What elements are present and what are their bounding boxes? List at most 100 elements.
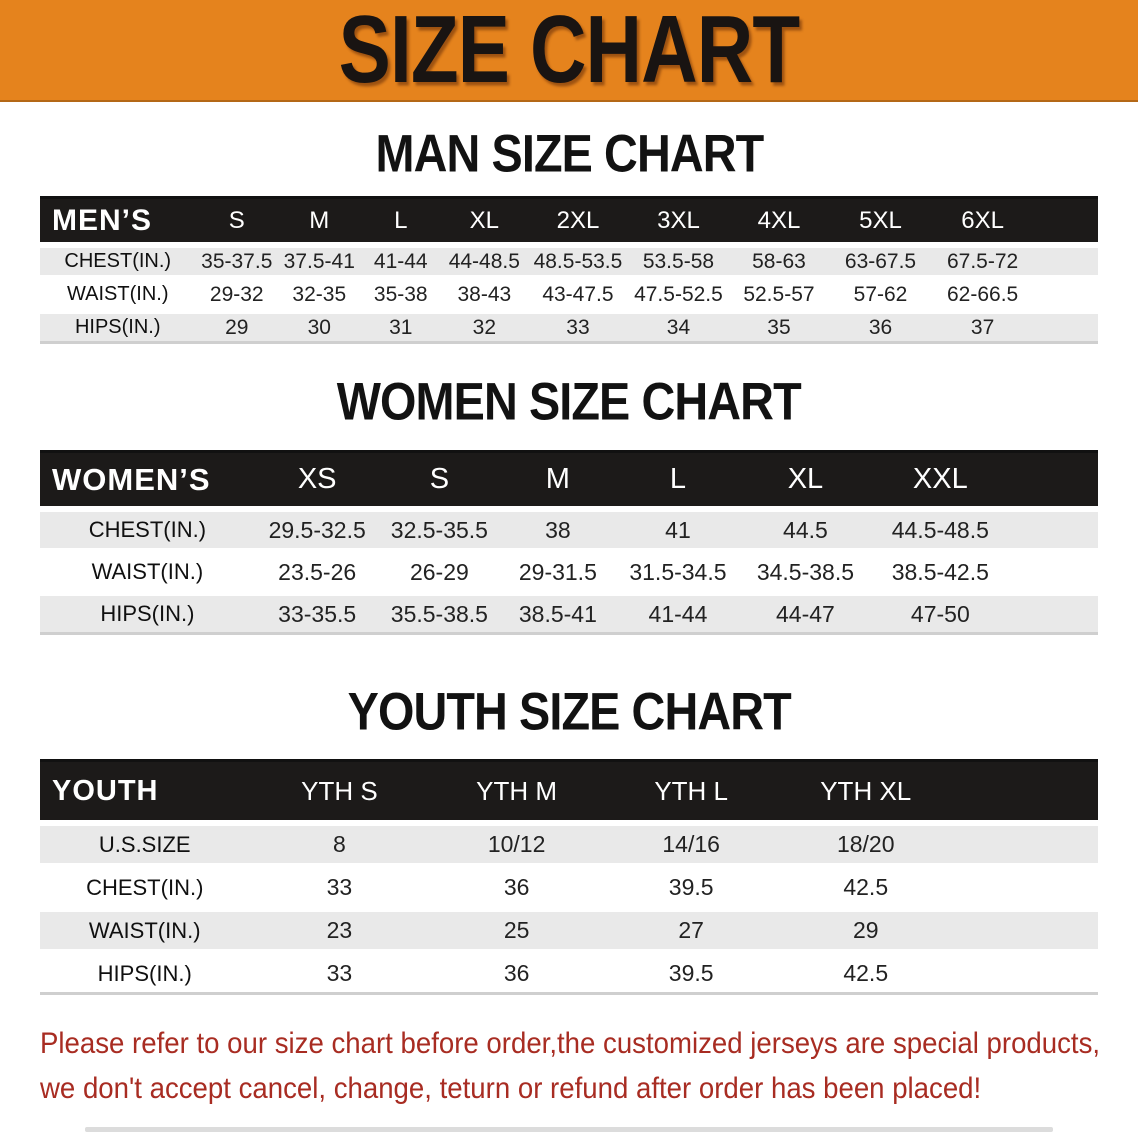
measurement-value: 35.5-38.5 xyxy=(379,593,500,632)
measurement-value: 53.5-58 xyxy=(628,242,729,278)
measurement-row-label: CHEST(IN.) xyxy=(40,242,196,278)
table-row: HIPS(IN.) 33 36 39.5 42.5 xyxy=(40,952,1098,992)
youth-size-section: YOUTH SIZE CHART YOUTH YTH S YTH M YTH L YTH… xyxy=(0,682,1138,995)
size-column-header: S xyxy=(195,196,279,242)
size-column-header: 5XL xyxy=(829,196,932,242)
measurement-value: 52.5-57 xyxy=(728,278,830,311)
measurement-value: 48.5-53.5 xyxy=(527,242,629,278)
measurement-value: 57-62 xyxy=(829,278,932,311)
measurement-value: 10/12 xyxy=(429,820,604,866)
measurement-value: 23.5-26 xyxy=(254,551,380,593)
measurement-value: 26-29 xyxy=(379,551,500,593)
measurement-value: 39.5 xyxy=(603,866,779,909)
measurement-value: 8 xyxy=(249,820,430,866)
row-filler-cell xyxy=(953,866,1098,909)
measurement-row-label: CHEST(IN.) xyxy=(40,506,255,551)
measurement-row-label: CHEST(IN.) xyxy=(40,866,250,909)
table-corner-label: MEN’S xyxy=(40,196,196,242)
measurement-row-label: WAIST(IN.) xyxy=(40,278,196,311)
women-size-section: WOMEN SIZE CHART WOMEN’S XS S M L XL XXL CHEST(… xyxy=(0,373,1138,635)
measurement-value: 41 xyxy=(616,506,740,551)
header-filler-cell xyxy=(953,759,1098,820)
table-row: HIPS(IN.) 33-35.5 35.5-38.5 38.5-41 41-44 44-… xyxy=(40,593,1098,632)
measurement-value: 44.5-48.5 xyxy=(871,506,1010,551)
measurement-value: 29 xyxy=(195,311,279,341)
measurement-value: 29 xyxy=(778,909,954,952)
women-size-table: WOMEN’S XS S M L XL XXL CHEST(IN.) 29.5-32.5 32.5… xyxy=(40,450,1098,635)
measurement-value: 39.5 xyxy=(603,952,779,992)
measurement-value: 67.5-72 xyxy=(931,242,1034,278)
measurement-value: 36 xyxy=(829,311,932,341)
header-filler-cell xyxy=(1009,450,1098,506)
measurement-value: 42.5 xyxy=(778,952,954,992)
measurement-value: 35-37.5 xyxy=(195,242,279,278)
size-column-header: XS xyxy=(254,450,380,506)
measurement-row-label: U.S.SIZE xyxy=(40,820,250,866)
measurement-value: 38 xyxy=(499,506,617,551)
size-column-header: L xyxy=(616,450,740,506)
measurement-value: 31.5-34.5 xyxy=(616,551,740,593)
size-column-header: 2XL xyxy=(527,196,629,242)
measurement-value: 33 xyxy=(249,866,430,909)
measurement-value: 29.5-32.5 xyxy=(254,506,380,551)
measurement-value: 62-66.5 xyxy=(931,278,1034,311)
measurement-value: 23 xyxy=(249,909,430,952)
size-column-header: 3XL xyxy=(628,196,729,242)
measurement-value: 31 xyxy=(360,311,441,341)
youth-size-table: YOUTH YTH S YTH M YTH L YTH XL U.S.SIZE 8 10/12… xyxy=(40,759,1098,995)
measurement-value: 58-63 xyxy=(728,242,830,278)
row-filler-cell xyxy=(953,952,1098,992)
size-column-header: M xyxy=(499,450,617,506)
men-size-table: MEN’S S M L XL 2XL 3XL 4XL 5XL 6XL CHEST(IN.) 35-37… xyxy=(40,196,1098,344)
measurement-value: 38.5-42.5 xyxy=(871,551,1010,593)
measurement-value: 35 xyxy=(728,311,830,341)
row-filler-cell xyxy=(953,909,1098,952)
table-corner-label: YOUTH xyxy=(40,759,250,820)
table-row: CHEST(IN.) 33 36 39.5 42.5 xyxy=(40,866,1098,909)
measurement-value: 34.5-38.5 xyxy=(739,551,872,593)
men-section-heading: MAN SIZE CHART xyxy=(375,124,764,184)
row-filler-cell xyxy=(1009,551,1098,593)
measurement-value: 33 xyxy=(527,311,629,341)
table-row: WAIST(IN.) 23.5-26 26-29 29-31.5 31.5-34.5 34… xyxy=(40,551,1098,593)
table-corner-label: WOMEN’S xyxy=(40,450,255,506)
size-chart-banner: SIZE CHART xyxy=(0,0,1138,102)
disclaimer-line-2: we don't accept cancel, change, teturn o… xyxy=(40,1072,982,1105)
measurement-value: 27 xyxy=(603,909,779,952)
row-filler-cell xyxy=(953,820,1098,866)
measurement-value: 32 xyxy=(440,311,528,341)
header-row: YOUTH YTH S YTH M YTH L YTH XL xyxy=(40,759,1098,820)
size-column-header: 6XL xyxy=(931,196,1034,242)
measurement-value: 29-32 xyxy=(195,278,279,311)
measurement-value: 41-44 xyxy=(616,593,740,632)
measurement-value: 63-67.5 xyxy=(829,242,932,278)
measurement-value: 36 xyxy=(429,866,604,909)
measurement-value: 37 xyxy=(931,311,1034,341)
measurement-row-label: HIPS(IN.) xyxy=(40,593,255,632)
measurement-value: 44-47 xyxy=(739,593,872,632)
measurement-row-label: HIPS(IN.) xyxy=(40,952,250,992)
measurement-value: 43-47.5 xyxy=(527,278,629,311)
table-row: HIPS(IN.) 29 30 31 32 33 34 35 36 37 xyxy=(40,311,1098,341)
banner-title: SIZE CHART xyxy=(338,0,801,104)
size-column-header: XL xyxy=(440,196,528,242)
measurement-row-label: WAIST(IN.) xyxy=(40,551,255,593)
measurement-value: 47.5-52.5 xyxy=(628,278,729,311)
table-row: CHEST(IN.) 35-37.5 37.5-41 41-44 44-48.5 48.5… xyxy=(40,242,1098,278)
measurement-row-label: HIPS(IN.) xyxy=(40,311,196,341)
measurement-value: 32-35 xyxy=(278,278,361,311)
measurement-value: 38-43 xyxy=(440,278,528,311)
men-size-section: MAN SIZE CHART MEN’S S M L XL 2XL 3XL 4XL 5XL 6XL… xyxy=(0,124,1138,344)
measurement-value: 44.5 xyxy=(739,506,872,551)
row-filler-cell xyxy=(1033,311,1098,341)
row-filler-cell xyxy=(1033,242,1098,278)
measurement-value: 47-50 xyxy=(871,593,1010,632)
youth-section-heading: YOUTH SIZE CHART xyxy=(347,682,791,742)
table-row: CHEST(IN.) 29.5-32.5 32.5-35.5 38 41 44.5 44.5… xyxy=(40,506,1098,551)
disclaimer-line-1: Please refer to our size chart before or… xyxy=(40,1027,1101,1060)
row-filler-cell xyxy=(1009,506,1098,551)
size-column-header: YTH L xyxy=(603,759,779,820)
size-column-header: YTH XL xyxy=(778,759,954,820)
header-row: MEN’S S M L XL 2XL 3XL 4XL 5XL 6XL xyxy=(40,196,1098,242)
measurement-value: 18/20 xyxy=(778,820,954,866)
